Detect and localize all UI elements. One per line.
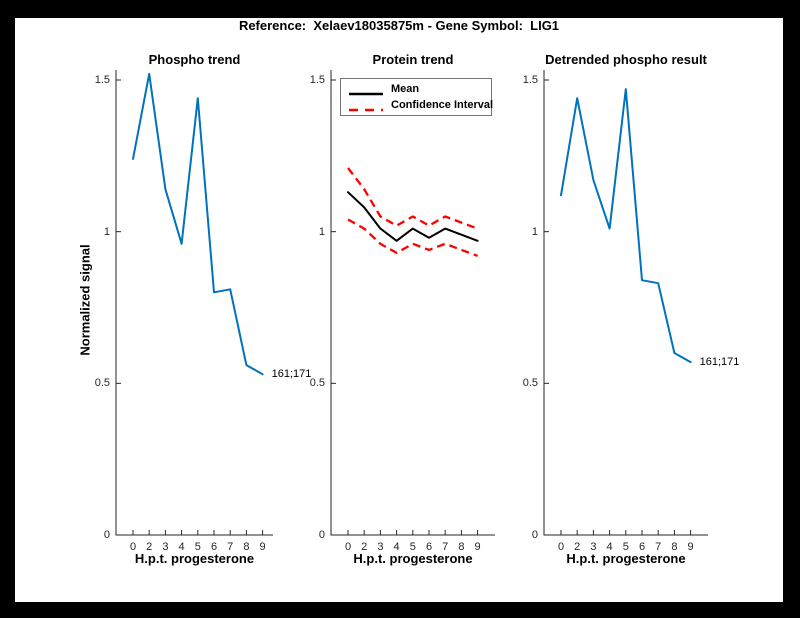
- x-tick-label: 5: [622, 541, 629, 553]
- x-tick-label: 0: [129, 541, 137, 553]
- y-tick-label: 1: [531, 225, 538, 238]
- x-tick-label: 4: [606, 541, 613, 553]
- subplot-title-detrended-result: Detrended phospho result: [545, 52, 707, 67]
- x-tick-label: 7: [442, 541, 449, 553]
- y-tick-label: 0: [103, 529, 110, 541]
- x-tick-label: 5: [409, 541, 416, 553]
- y-tick-label: 0: [531, 529, 538, 541]
- x-tick-label: 2: [146, 541, 153, 553]
- y-tick-label: 1: [103, 225, 110, 238]
- figure-title: Reference: Xelaev18035875m - Gene Symbol…: [238, 18, 560, 33]
- figure-canvas: Reference: Xelaev18035875m - Gene Symbol…: [15, 18, 783, 602]
- peptide-site-annotation-detrended: 161;171: [699, 356, 740, 369]
- x-tick-label: 9: [474, 541, 481, 553]
- x-tick-label: 3: [162, 541, 169, 553]
- x-tick-label: 3: [377, 541, 384, 553]
- y-tick-label: 1.5: [522, 74, 538, 86]
- x-tick-label: 0: [344, 541, 352, 553]
- legend: Mean Confidence Interval: [340, 78, 494, 116]
- plot-canvas: [115, 70, 708, 536]
- y-tick-label: 0.5: [522, 377, 538, 390]
- x-tick-label: 7: [655, 541, 662, 553]
- y-tick-label: 1: [318, 225, 325, 238]
- x-tick-label: 3: [590, 541, 597, 553]
- legend-entry-mean: Mean: [341, 83, 491, 96]
- y-tick-label: 0.5: [309, 377, 325, 390]
- subplot-title-phospho-trend: Phospho trend: [148, 52, 241, 67]
- subplot-title-protein-trend: Protein trend: [372, 52, 454, 67]
- x-tick-label: 8: [458, 541, 465, 553]
- x-tick-label: 9: [687, 541, 694, 553]
- x-tick-label: 6: [210, 541, 218, 553]
- x-tick-label: 5: [194, 541, 201, 553]
- x-tick-label: 6: [425, 541, 433, 553]
- legend-entry-confidence-interval: Confidence Interval: [341, 99, 494, 112]
- x-axis-label-phospho: H.p.t. progesterone: [134, 551, 255, 566]
- legend-label-confidence-interval: Confidence Interval: [391, 99, 494, 111]
- x-tick-label: 4: [393, 541, 400, 553]
- x-tick-label: 2: [361, 541, 368, 553]
- x-tick-label: 8: [671, 541, 678, 553]
- y-tick-label: 0: [318, 529, 325, 541]
- y-tick-label: 1.5: [94, 74, 110, 86]
- x-axis-label-detrended: H.p.t. progesterone: [566, 551, 686, 566]
- x-tick-label: 2: [574, 541, 581, 553]
- x-tick-label: 9: [259, 541, 266, 553]
- x-tick-label: 8: [243, 541, 250, 553]
- y-tick-label: 1.5: [309, 74, 325, 86]
- legend-dashed-line-icon: [349, 101, 383, 112]
- x-tick-label: 0: [557, 541, 565, 553]
- y-tick-label: 0.5: [94, 377, 110, 390]
- x-tick-label: 6: [638, 541, 646, 553]
- x-axis-label-protein: H.p.t. progesterone: [353, 551, 473, 566]
- legend-label-mean: Mean: [391, 83, 420, 95]
- peptide-site-annotation-phospho: 161;171: [271, 368, 312, 381]
- legend-solid-line-icon: [349, 85, 383, 96]
- y-axis-label: Normalized signal: [77, 244, 93, 356]
- x-tick-label: 4: [178, 541, 185, 553]
- x-tick-label: 7: [227, 541, 234, 553]
